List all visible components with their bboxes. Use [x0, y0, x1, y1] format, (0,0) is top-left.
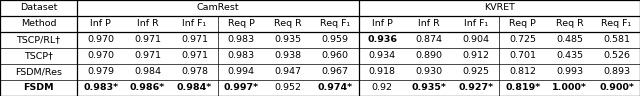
Text: TSCP/RL†: TSCP/RL†: [17, 36, 61, 45]
Text: 0.812: 0.812: [509, 67, 536, 77]
Text: Req F₁: Req F₁: [602, 19, 632, 29]
Text: 0.893: 0.893: [603, 67, 630, 77]
Text: 0.986*: 0.986*: [130, 84, 165, 93]
Text: 0.912: 0.912: [462, 51, 490, 60]
Text: 0.971: 0.971: [181, 51, 208, 60]
Text: 0.967: 0.967: [322, 67, 349, 77]
Text: 0.900*: 0.900*: [599, 84, 634, 93]
Text: Req F₁: Req F₁: [320, 19, 350, 29]
Text: Inf F₁: Inf F₁: [464, 19, 488, 29]
Text: 0.925: 0.925: [462, 67, 490, 77]
Text: Inf F₁: Inf F₁: [182, 19, 207, 29]
Text: 0.970: 0.970: [87, 36, 114, 45]
Text: 1.000*: 1.000*: [552, 84, 587, 93]
Text: 0.904: 0.904: [462, 36, 490, 45]
Text: 0.959: 0.959: [322, 36, 349, 45]
Text: Inf P: Inf P: [90, 19, 111, 29]
Text: 0.997*: 0.997*: [224, 84, 259, 93]
Text: 0.701: 0.701: [509, 51, 536, 60]
Text: FSDM/Res: FSDM/Res: [15, 67, 62, 77]
Text: 0.890: 0.890: [415, 51, 442, 60]
Text: 0.485: 0.485: [556, 36, 583, 45]
Text: 0.935: 0.935: [275, 36, 302, 45]
Text: 0.918: 0.918: [369, 67, 396, 77]
Text: 0.435: 0.435: [556, 51, 583, 60]
Text: 0.581: 0.581: [603, 36, 630, 45]
Text: Inf R: Inf R: [137, 19, 159, 29]
Text: Dataset: Dataset: [20, 3, 58, 12]
Text: 0.952: 0.952: [275, 84, 301, 93]
Text: 0.994: 0.994: [228, 67, 255, 77]
Text: 0.983: 0.983: [228, 51, 255, 60]
Text: 0.819*: 0.819*: [505, 84, 540, 93]
Text: 0.927*: 0.927*: [458, 84, 493, 93]
Text: 0.936: 0.936: [367, 36, 397, 45]
Text: 0.971: 0.971: [181, 36, 208, 45]
Text: 0.947: 0.947: [275, 67, 301, 77]
Text: 0.725: 0.725: [509, 36, 536, 45]
Text: 0.526: 0.526: [603, 51, 630, 60]
Text: 0.983: 0.983: [228, 36, 255, 45]
Text: Req R: Req R: [556, 19, 584, 29]
Text: 0.983*: 0.983*: [83, 84, 118, 93]
Text: Req P: Req P: [509, 19, 536, 29]
Text: 0.930: 0.930: [415, 67, 442, 77]
Text: 0.874: 0.874: [415, 36, 442, 45]
Text: 0.960: 0.960: [322, 51, 349, 60]
Text: 0.935*: 0.935*: [412, 84, 446, 93]
Text: 0.984*: 0.984*: [177, 84, 212, 93]
Text: Inf R: Inf R: [418, 19, 440, 29]
Text: 0.938: 0.938: [275, 51, 302, 60]
Text: 0.971: 0.971: [134, 51, 161, 60]
Text: 0.984: 0.984: [134, 67, 161, 77]
Text: 0.993: 0.993: [556, 67, 583, 77]
Text: Req R: Req R: [275, 19, 302, 29]
Text: Inf P: Inf P: [372, 19, 392, 29]
Text: Method: Method: [21, 19, 56, 29]
Text: 0.934: 0.934: [369, 51, 396, 60]
Text: 0.978: 0.978: [181, 67, 208, 77]
Text: 0.92: 0.92: [372, 84, 392, 93]
Text: 0.974*: 0.974*: [317, 84, 353, 93]
Text: FSDM: FSDM: [23, 84, 54, 93]
Text: Req P: Req P: [228, 19, 255, 29]
Text: CamRest: CamRest: [196, 3, 239, 12]
Text: KVRET: KVRET: [484, 3, 515, 12]
Text: 0.979: 0.979: [87, 67, 114, 77]
Text: 0.971: 0.971: [134, 36, 161, 45]
Text: 0.970: 0.970: [87, 51, 114, 60]
Text: TSCP†: TSCP†: [24, 51, 53, 60]
